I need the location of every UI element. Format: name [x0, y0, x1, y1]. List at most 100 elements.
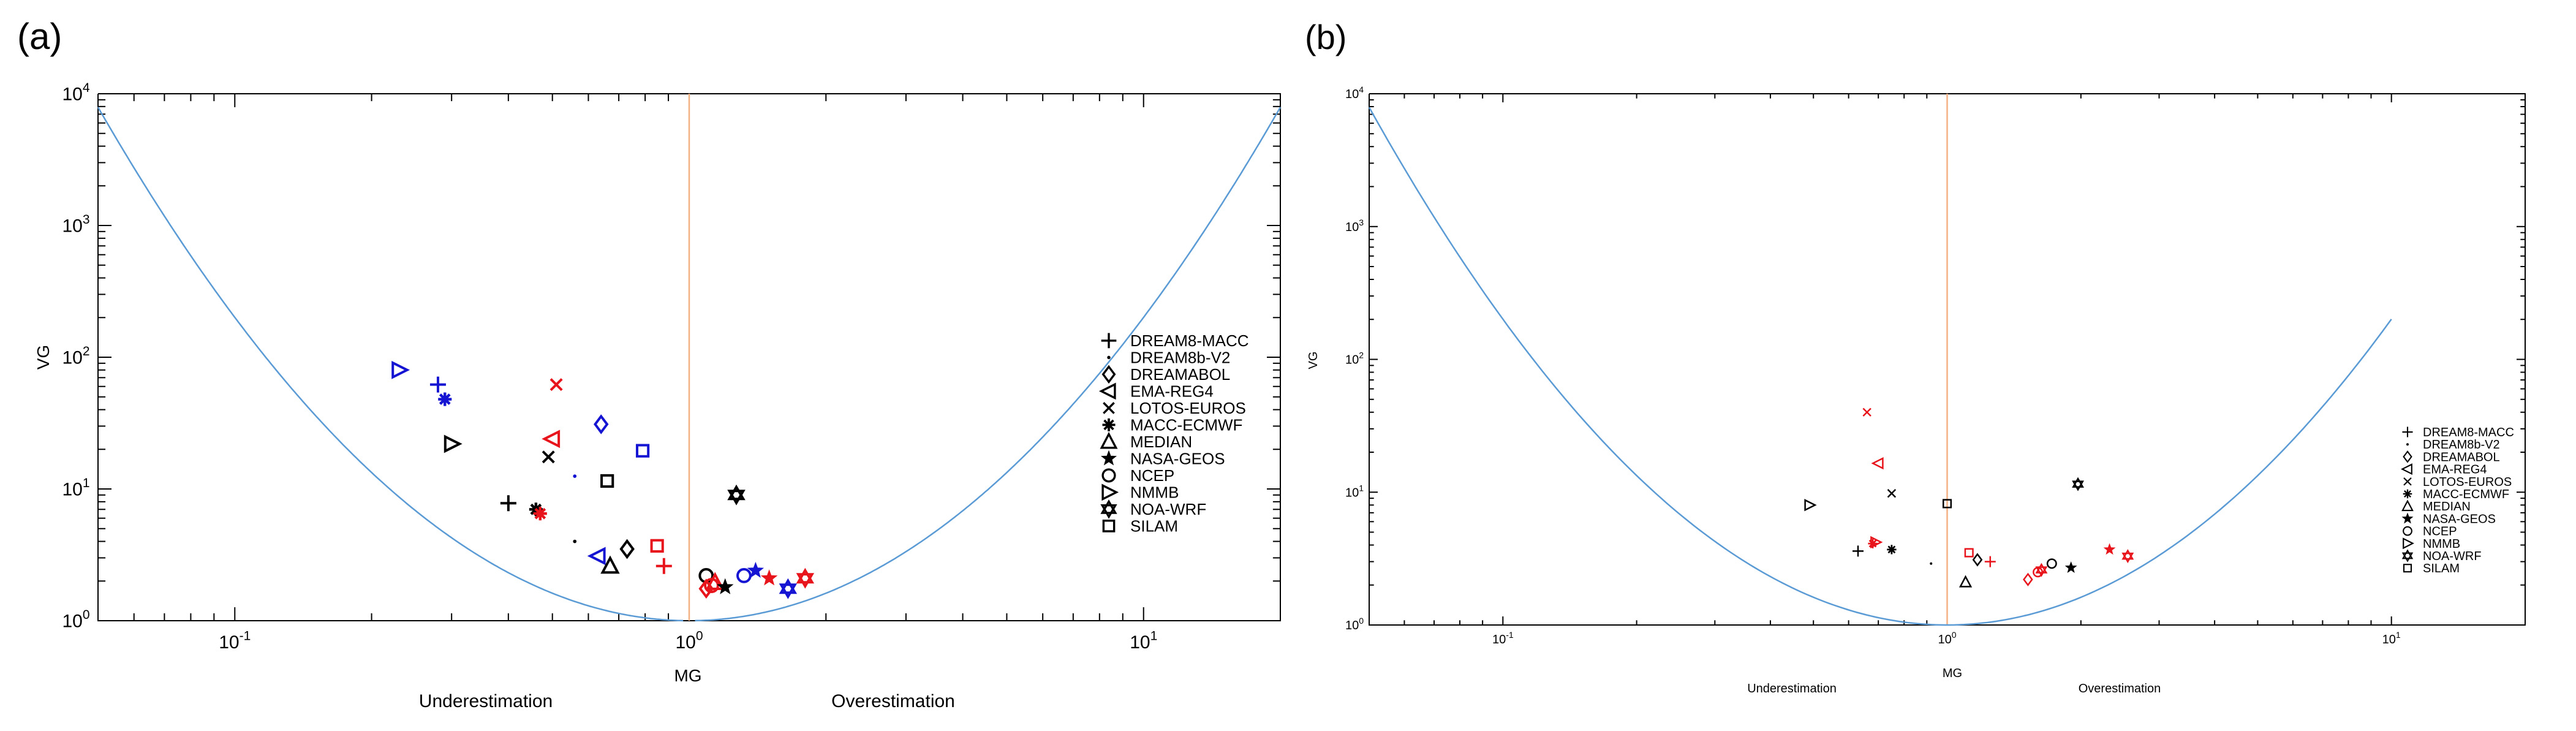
asterisk-shape — [1868, 539, 1878, 548]
tick-exponent: 1 — [2396, 630, 2401, 640]
tri-right-marker — [2403, 537, 2414, 550]
x-tick-label: 100 — [1938, 630, 1956, 646]
tick-exponent: 3 — [83, 213, 90, 227]
tick-base: 10 — [2382, 633, 2396, 646]
hexagram-up — [2072, 477, 2084, 488]
star-marker — [2401, 512, 2414, 524]
vg-mg-curve — [695, 107, 1282, 622]
legend-entry-label: NOA-WRF — [1130, 500, 1206, 518]
circle-shape — [2403, 526, 2412, 536]
plus-shape — [1852, 545, 1864, 557]
diamond-shape — [619, 539, 635, 559]
star-marker — [2064, 561, 2077, 573]
star-shape — [2103, 543, 2116, 555]
tick-base: 10 — [675, 632, 695, 653]
legend-entry-label: MEDIAN — [2423, 500, 2471, 513]
tick-base: 10 — [62, 216, 82, 237]
cross-shape — [1887, 488, 1897, 498]
triangle-left-shape — [1098, 382, 1116, 400]
cross-shape — [550, 378, 563, 392]
plus-shape — [1984, 556, 1996, 567]
triangle-left-shape — [2401, 463, 2412, 475]
hexagram-down — [2121, 552, 2134, 564]
plus-shape — [500, 495, 516, 512]
asterisk-shape — [438, 392, 452, 406]
hexagram-down — [2035, 566, 2048, 577]
diamond-marker — [619, 539, 635, 559]
diamond-shape — [2023, 572, 2033, 586]
x-axis-label: MG — [674, 666, 701, 685]
tri-left-marker — [1098, 382, 1116, 400]
asterisk-marker — [533, 507, 547, 521]
triangle-right-shape — [391, 360, 410, 379]
tri-left-marker — [2401, 463, 2412, 475]
cross-shape — [2403, 477, 2412, 486]
asterisk-marker — [2403, 489, 2412, 499]
hexagram-down — [1100, 504, 1117, 519]
legend-entry-label: DREAM8-MACC — [2423, 426, 2514, 439]
legend-entry-label: SILAM — [2423, 562, 2460, 575]
square-shape — [635, 444, 650, 458]
tick-exponent: -1 — [1506, 630, 1514, 640]
triangle-right-shape — [2403, 537, 2414, 550]
asterisk-shape — [2403, 489, 2412, 499]
diamond-shape — [594, 414, 609, 434]
dot-marker — [1930, 562, 1933, 565]
diamond-shape — [1972, 553, 1983, 567]
square-marker — [1102, 520, 1116, 532]
tri-up-marker — [1100, 431, 1118, 449]
square-shape — [600, 474, 614, 488]
triangle-left-shape — [587, 547, 606, 566]
plus-shape — [2402, 426, 2413, 437]
plus-marker — [655, 558, 672, 574]
triangle-right-shape — [1804, 499, 1817, 512]
legend-entry-label: NCEP — [1130, 466, 1174, 485]
legend-entry-label: MACC-ECMWF — [1130, 416, 1242, 434]
triangle-left-shape — [1871, 456, 1884, 470]
legend-entry-label: LOTOS-EUROS — [2423, 475, 2512, 489]
marker-legend: DREAM8-MACCDREAM8b-V2DREAMABOLEMA-REG4LO… — [1098, 331, 1249, 536]
y-axis-label: VG — [34, 345, 53, 369]
hexagram-up — [2121, 549, 2134, 560]
vg-mg-curve — [97, 107, 684, 622]
legend-entry-label: DREAMABOL — [1130, 365, 1230, 384]
tick-base: 10 — [1130, 632, 1150, 653]
vg-mg-curve — [1368, 107, 2392, 626]
circle-marker — [2403, 526, 2412, 536]
star-shape — [1100, 450, 1117, 466]
tri-up-marker — [1958, 575, 1973, 588]
asterisk-marker — [1102, 418, 1116, 431]
tri-up-marker — [600, 555, 620, 574]
hexagram-down — [779, 583, 798, 599]
x-tick-label: 101 — [1130, 629, 1157, 653]
tick-exponent: 0 — [83, 608, 90, 622]
asterisk-shape — [1887, 545, 1897, 555]
triangle-up-shape — [2401, 499, 2414, 512]
dot-marker — [573, 474, 577, 479]
tri-right-marker — [391, 360, 410, 379]
triangle-up-shape — [1958, 575, 1973, 588]
legend-entry-label: NMMB — [2423, 537, 2460, 551]
triangle-up-shape — [705, 572, 725, 590]
cross-marker — [1862, 407, 1872, 417]
y-tick-label: 102 — [1345, 350, 1364, 367]
hexagram-marker — [2401, 549, 2414, 562]
legend-entry-label: EMA-REG4 — [2423, 463, 2487, 477]
square-marker — [2403, 564, 2412, 573]
tri-left-marker — [542, 430, 561, 449]
legend-entry-label: DREAM8b-V2 — [1130, 349, 1230, 367]
plus-shape — [655, 558, 672, 574]
diamond-marker — [2023, 572, 2033, 586]
diamond-shape — [2403, 450, 2412, 463]
plus-shape — [1101, 333, 1117, 349]
tick-base: 10 — [62, 348, 82, 368]
diamond-marker — [1972, 553, 1983, 567]
chart-panel-a: 10-1 100 101100101102103104DREAM8-MACCDREA… — [17, 16, 1282, 711]
star-marker — [717, 578, 734, 594]
legend-entry-label: NASA-GEOS — [1130, 450, 1225, 468]
circle-shape — [1101, 468, 1116, 483]
tick-base: 10 — [62, 612, 82, 632]
tick-base: 10 — [1345, 354, 1359, 367]
plus-marker — [1852, 545, 1864, 557]
cross-shape — [1103, 402, 1115, 414]
